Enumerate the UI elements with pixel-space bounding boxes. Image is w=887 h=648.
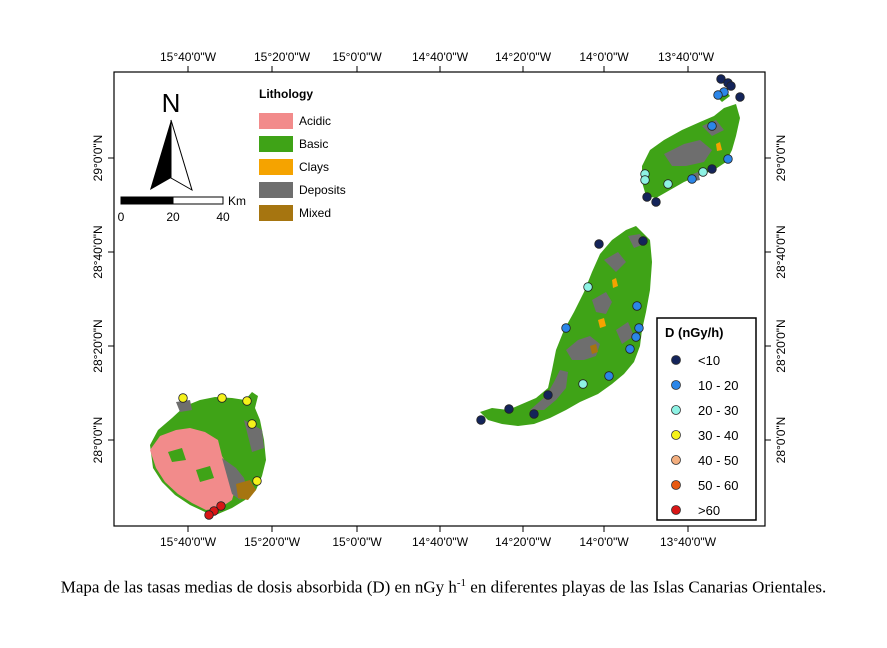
dose-legend-label: <10 xyxy=(698,353,720,368)
figure-caption: Mapa de las tasas medias de dosis absorb… xyxy=(0,572,887,599)
dose-legend-label: 20 - 30 xyxy=(698,403,738,418)
sampling-point xyxy=(476,415,486,425)
dose-legend-symbol xyxy=(671,455,681,465)
dose-legend-label: 30 - 40 xyxy=(698,428,738,443)
lon-label-top: 15°40'0"W xyxy=(159,50,217,64)
sampling-point xyxy=(634,323,644,333)
lat-label-right: 29°0'0"N xyxy=(774,134,788,182)
sampling-point xyxy=(594,239,604,249)
sampling-point xyxy=(651,197,661,207)
sampling-point xyxy=(707,121,717,131)
lon-label-bottom: 14°40'0"W xyxy=(411,535,469,549)
scale-bar: Km 0 20 40 xyxy=(118,194,246,224)
caption-text-pre: Mapa de las tasas medias de dosis absorb… xyxy=(60,577,457,597)
dose-legend-symbol xyxy=(671,505,681,515)
lon-label-bottom: 14°0'0"W xyxy=(579,535,629,549)
lithology-label-basic: Basic xyxy=(299,137,328,151)
dose-legend-symbol xyxy=(671,380,681,390)
lon-label-top: 14°0'0"W xyxy=(579,50,629,64)
island-gran-canaria xyxy=(150,392,266,514)
sampling-point xyxy=(561,323,571,333)
north-label: N xyxy=(162,88,181,118)
lat-label-left: 28°0'0"N xyxy=(91,416,105,464)
caption-superscript: -1 xyxy=(456,577,467,589)
dose-legend-label: 40 - 50 xyxy=(698,453,738,468)
sampling-point xyxy=(698,167,708,177)
lithology-title: Lithology xyxy=(259,87,313,101)
sampling-point xyxy=(543,390,553,400)
scale-tick-40: 40 xyxy=(216,210,230,224)
sampling-point xyxy=(578,379,588,389)
sampling-point xyxy=(707,164,717,174)
sampling-point xyxy=(178,393,188,403)
scale-tick-0: 0 xyxy=(118,210,125,224)
sampling-point xyxy=(726,81,736,91)
lithology-legend: Lithology Acidic Basic Clays Deposits Mixed xyxy=(259,87,346,221)
lat-label-right: 28°40'0"N xyxy=(774,225,788,279)
lithology-swatch-deposits xyxy=(259,182,293,198)
dose-legend-symbol xyxy=(671,480,681,490)
lon-label-bottom: 14°20'0"W xyxy=(494,535,552,549)
lon-label-bottom: 13°40'0"W xyxy=(659,535,717,549)
lon-label-top: 15°20'0"W xyxy=(253,50,311,64)
lon-label-top: 14°20'0"W xyxy=(494,50,552,64)
lithology-swatch-clays xyxy=(259,159,293,175)
lon-label-top: 13°40'0"W xyxy=(657,50,715,64)
sampling-point xyxy=(604,371,614,381)
sampling-point xyxy=(631,332,641,342)
sampling-point xyxy=(583,282,593,292)
sampling-point xyxy=(204,510,214,520)
lithology-swatch-acidic xyxy=(259,113,293,129)
sampling-point xyxy=(216,501,226,511)
lat-label-right: 28°0'0"N xyxy=(774,416,788,464)
sampling-point xyxy=(735,92,745,102)
lat-label-left: 28°20'0"N xyxy=(91,319,105,373)
dose-legend: D (nGy/h) <10 10 - 20 20 - 30 30 - 40 40 - 5… xyxy=(656,317,757,521)
scale-unit: Km xyxy=(228,194,246,208)
sampling-points xyxy=(178,74,745,520)
dose-legend-label: 10 - 20 xyxy=(698,378,738,393)
lon-label-bottom: 15°0'0"W xyxy=(332,535,382,549)
dose-legend-symbol xyxy=(671,430,681,440)
sampling-point xyxy=(642,192,652,202)
lon-label-bottom: 15°20'0"W xyxy=(243,535,301,549)
dose-legend-title: D (nGy/h) xyxy=(665,325,724,340)
dose-legend-label: 50 - 60 xyxy=(698,478,738,493)
sampling-point xyxy=(640,175,650,185)
scale-tick-20: 20 xyxy=(166,210,180,224)
lithology-label-acidic: Acidic xyxy=(299,114,331,128)
sampling-point xyxy=(529,409,539,419)
sampling-point xyxy=(242,396,252,406)
sampling-point xyxy=(632,301,642,311)
lithology-swatch-basic xyxy=(259,136,293,152)
lon-label-top: 15°0'0"W xyxy=(332,50,382,64)
lithology-label-mixed: Mixed xyxy=(299,206,331,220)
lithology-label-deposits: Deposits xyxy=(299,183,346,197)
caption-text-post: en diferentes playas de las Islas Canari… xyxy=(466,577,827,597)
graticule-ticks xyxy=(108,66,771,532)
lon-label-top: 14°40'0"W xyxy=(411,50,469,64)
sampling-point xyxy=(247,419,257,429)
sampling-point xyxy=(716,74,726,84)
sampling-point xyxy=(638,236,648,246)
dose-legend-label: >60 xyxy=(698,503,720,518)
sampling-point xyxy=(625,344,635,354)
lithology-swatch-mixed xyxy=(259,205,293,221)
dose-legend-symbol xyxy=(671,405,681,415)
sampling-point xyxy=(252,476,262,486)
sampling-point xyxy=(723,154,733,164)
lat-label-left: 28°40'0"N xyxy=(91,225,105,279)
lat-label-right: 28°20'0"N xyxy=(774,319,788,373)
dose-legend-symbol xyxy=(671,355,681,365)
lon-label-bottom: 15°40'0"W xyxy=(159,535,217,549)
sampling-point xyxy=(504,404,514,414)
sampling-point xyxy=(663,179,673,189)
sampling-point xyxy=(217,393,227,403)
north-arrow: N xyxy=(150,88,193,192)
lat-label-left: 29°0'0"N xyxy=(91,134,105,182)
sampling-point xyxy=(713,90,723,100)
lithology-label-clays: Clays xyxy=(299,160,329,174)
sampling-point xyxy=(687,174,697,184)
